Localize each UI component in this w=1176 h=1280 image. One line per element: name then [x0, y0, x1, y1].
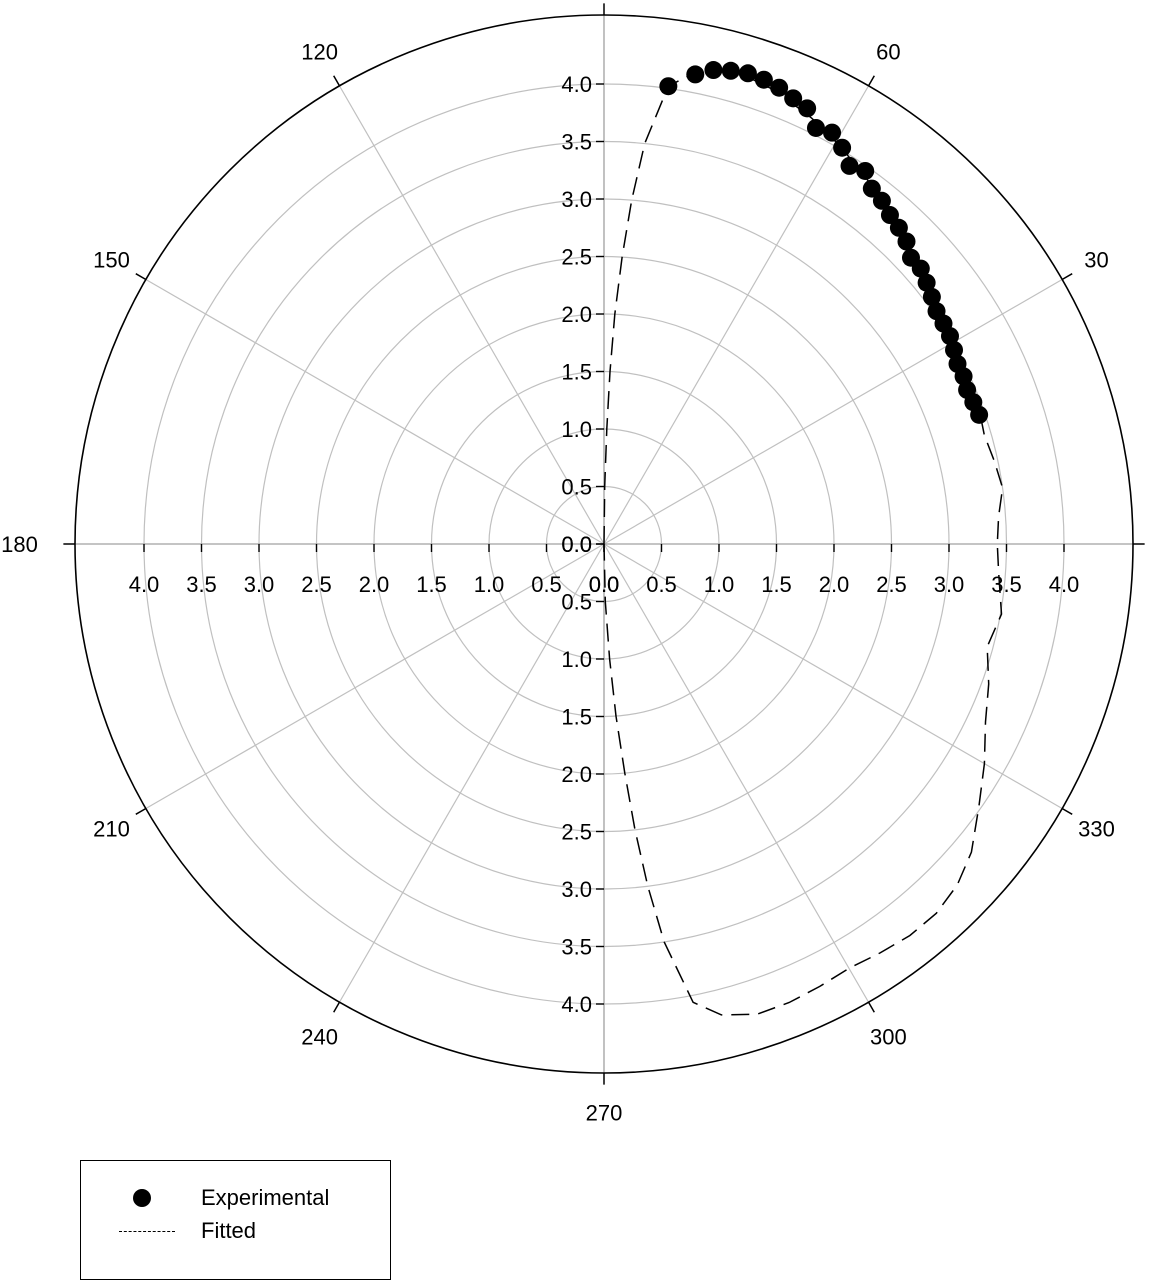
rlabel-down-0: 0.0 [561, 532, 592, 557]
experimental-point-26 [945, 340, 964, 359]
rlabel-up-2: 1.0 [561, 417, 592, 442]
angle-tick-330 [1061, 807, 1073, 815]
angle-label-30: 30 [1084, 248, 1108, 273]
experimental-point-13 [856, 161, 875, 180]
angle-label-210: 210 [93, 816, 130, 841]
rlabel-right-7: 3.5 [991, 572, 1022, 597]
legend: Experimental Fitted [80, 1160, 391, 1280]
rlabel-down-7: 3.5 [561, 935, 592, 960]
experimental-point-16 [880, 206, 899, 225]
experimental-point-20 [911, 259, 930, 278]
angle-label-180: 180 [1, 532, 38, 557]
rlabel-right-4: 2.0 [819, 572, 850, 597]
angle-tick-210 [135, 807, 147, 815]
experimental-point-1 [686, 65, 705, 84]
rlabel-left-1: 0.5 [531, 572, 562, 597]
rlabel-up-7: 3.5 [561, 130, 592, 155]
rlabel-down-3: 1.5 [561, 705, 592, 730]
experimental-point-14 [862, 179, 881, 198]
angle-tick-30 [1061, 273, 1073, 281]
angle-tick-60 [867, 75, 875, 87]
experimental-point-10 [823, 123, 842, 142]
experimental-point-17 [889, 218, 908, 237]
grid-spoke-120 [338, 85, 605, 545]
experimental-point-3 [721, 61, 740, 80]
rlabel-up-6: 3.0 [561, 187, 592, 212]
rlabel-up-1: 0.5 [561, 475, 592, 500]
grid-spoke-60 [603, 85, 870, 545]
fitted-line [603, 70, 1004, 1016]
angle-label-300: 300 [870, 1024, 907, 1049]
experimental-point-8 [798, 99, 817, 118]
rlabel-up-5: 2.5 [561, 245, 592, 270]
angle-label-240: 240 [301, 1024, 338, 1049]
experimental-point-22 [922, 287, 941, 306]
experimental-point-4 [738, 64, 757, 83]
experimental-point-11 [833, 138, 852, 157]
filled-circle-icon [81, 1183, 201, 1213]
rlabel-left-2: 1.0 [474, 572, 505, 597]
grid-spoke-330 [603, 543, 1063, 810]
radial-tick-labels: 0.00.00.00.00.50.50.50.51.01.01.01.01.51… [129, 72, 1080, 1017]
rlabel-down-5: 2.5 [561, 820, 592, 845]
experimental-point-15 [872, 191, 891, 210]
angle-label-120: 120 [301, 40, 338, 65]
fitted-series [603, 70, 1004, 1016]
rlabel-down-4: 2.0 [561, 762, 592, 787]
grid-spoke-210 [145, 543, 605, 810]
rlabel-down-1: 0.5 [561, 590, 592, 615]
experimental-point-5 [754, 70, 773, 89]
angle-label-60: 60 [876, 40, 900, 65]
rlabel-down-2: 1.0 [561, 647, 592, 672]
angle-tick-120 [333, 75, 341, 87]
angle-label-330: 330 [1078, 816, 1115, 841]
dashed-line-icon [81, 1216, 201, 1246]
rlabel-left-7: 3.5 [186, 572, 217, 597]
rlabel-up-0: 0.0 [561, 532, 592, 557]
polar-chart: 0306090120150180210240270300330 0.00.00.… [1, 3, 1145, 1126]
rlabel-right-5: 2.5 [876, 572, 907, 597]
rlabel-right-1: 0.5 [646, 572, 677, 597]
experimental-series [659, 61, 989, 424]
rlabel-left-3: 1.5 [416, 572, 447, 597]
rlabel-right-2: 1.0 [704, 572, 735, 597]
rlabel-left-5: 2.5 [301, 572, 332, 597]
grid-spoke-30 [603, 278, 1063, 545]
rlabel-down-6: 3.0 [561, 877, 592, 902]
experimental-point-28 [954, 367, 973, 386]
rlabel-right-8: 4.0 [1049, 572, 1080, 597]
rlabel-left-8: 4.0 [129, 572, 160, 597]
experimental-point-31 [970, 405, 989, 424]
rlabel-up-4: 2.0 [561, 302, 592, 327]
experimental-point-12 [840, 156, 859, 175]
angle-tick-labels: 0306090120150180210240270300330 [1, 40, 1115, 1126]
angle-label-150: 150 [93, 248, 130, 273]
experimental-point-6 [770, 78, 789, 97]
rlabel-right-3: 1.5 [761, 572, 792, 597]
rlabel-up-3: 1.5 [561, 360, 592, 385]
rlabel-right-6: 3.0 [934, 572, 965, 597]
legend-label-fitted: Fitted [201, 1218, 257, 1243]
experimental-point-7 [784, 89, 803, 108]
legend-label-experimental: Experimental [201, 1185, 330, 1210]
angle-tick-300 [867, 1001, 875, 1013]
rlabel-left-4: 2.0 [359, 572, 390, 597]
experimental-point-0 [659, 77, 678, 96]
angle-tick-150 [135, 273, 147, 281]
rlabel-up-8: 4.0 [561, 72, 592, 97]
angle-tick-240 [333, 1001, 341, 1013]
grid-spoke-300 [603, 543, 870, 1003]
experimental-point-9 [806, 118, 825, 137]
rlabel-left-6: 3.0 [244, 572, 275, 597]
experimental-point-25 [940, 327, 959, 346]
rlabel-down-8: 4.0 [561, 992, 592, 1017]
experimental-point-2 [704, 61, 723, 80]
experimental-point-21 [917, 273, 936, 292]
experimental-point-18 [897, 232, 916, 251]
legend-item-fitted: Fitted [81, 1216, 256, 1246]
angle-label-270: 270 [586, 1101, 623, 1126]
grid-spoke-150 [145, 278, 605, 545]
legend-item-experimental: Experimental [81, 1183, 329, 1213]
grid-spoke-240 [338, 543, 605, 1003]
